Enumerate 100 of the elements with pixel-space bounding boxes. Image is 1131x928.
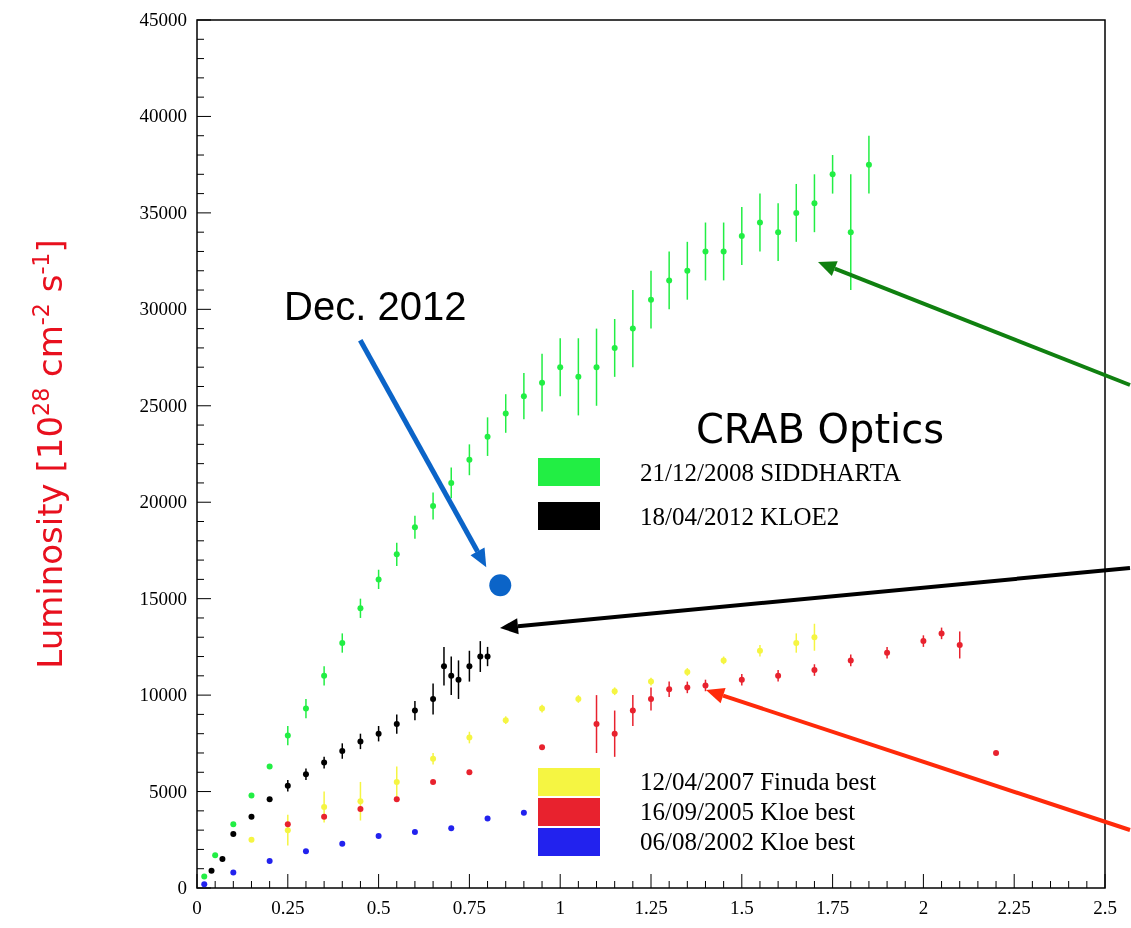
legend-label: 12/04/2007 Finuda best <box>640 768 877 795</box>
point <box>466 769 473 776</box>
point <box>847 229 854 236</box>
point <box>339 748 346 755</box>
point <box>593 721 600 728</box>
point <box>219 856 226 863</box>
point <box>357 798 364 805</box>
point <box>302 705 309 712</box>
point <box>448 672 455 679</box>
x-tick-label: 1 <box>555 897 565 918</box>
point <box>484 433 491 440</box>
point <box>339 840 346 847</box>
annotation: Dec. 2012 <box>284 284 467 329</box>
x-tick-label: 0 <box>192 897 202 918</box>
y-tick-label: 5000 <box>149 780 187 802</box>
point <box>611 344 618 351</box>
point <box>393 551 400 558</box>
x-tick-label: 2.25 <box>997 897 1031 918</box>
y-tick-label: 10000 <box>139 684 187 706</box>
point <box>321 759 328 766</box>
point <box>829 171 836 178</box>
y-tick-label: 25000 <box>139 394 187 416</box>
point <box>648 296 654 303</box>
point <box>430 503 437 510</box>
point <box>738 233 745 240</box>
x-tick-label: 0.5 <box>366 897 391 918</box>
point <box>520 393 527 400</box>
point <box>920 638 927 645</box>
point <box>956 641 963 648</box>
point <box>775 672 782 679</box>
point <box>266 796 273 803</box>
legend-label: 18/04/2012 KLOE2 <box>640 503 840 530</box>
point <box>539 379 546 386</box>
point <box>266 858 273 864</box>
legend-label: 16/09/2005 Kloe best <box>640 798 856 825</box>
point <box>756 219 763 226</box>
point <box>793 209 800 216</box>
point <box>520 809 527 816</box>
y-tick-label: 20000 <box>139 491 187 513</box>
point <box>411 707 418 714</box>
point <box>248 792 255 799</box>
point <box>375 730 382 737</box>
point <box>230 869 237 876</box>
legend-label: 06/08/2002 Kloe best <box>640 828 856 855</box>
point <box>702 682 709 689</box>
point <box>720 248 727 255</box>
point <box>684 267 691 274</box>
point <box>466 734 473 741</box>
point <box>938 630 945 637</box>
point <box>539 744 546 751</box>
point <box>266 763 273 770</box>
point <box>375 832 382 839</box>
y-tick-label: 35000 <box>139 201 187 223</box>
point <box>430 755 437 762</box>
point <box>666 686 673 693</box>
point <box>702 248 709 255</box>
point <box>321 672 328 679</box>
y-tick-label: 0 <box>177 877 187 898</box>
point <box>411 524 418 531</box>
point <box>248 813 255 820</box>
point <box>393 721 400 728</box>
point <box>629 325 636 332</box>
x-tick-label: 2 <box>918 897 929 918</box>
point <box>466 456 473 463</box>
point <box>212 852 219 859</box>
legend-label: 21/12/2008 SIDDHARTA <box>640 459 902 486</box>
point <box>811 200 818 207</box>
point <box>489 574 512 597</box>
point <box>884 649 891 656</box>
point <box>208 867 215 874</box>
point <box>455 676 462 683</box>
y-tick-label: 40000 <box>139 105 187 127</box>
point <box>684 684 691 691</box>
point <box>440 663 447 670</box>
point <box>357 738 364 745</box>
point <box>357 605 364 612</box>
point <box>738 676 745 683</box>
point <box>302 848 309 855</box>
point <box>284 827 291 834</box>
point <box>557 364 564 371</box>
point <box>430 778 437 785</box>
point <box>375 576 382 583</box>
point <box>611 730 618 737</box>
point <box>575 373 582 380</box>
x-tick-label: 2.5 <box>1093 897 1117 918</box>
point <box>201 873 208 880</box>
point <box>430 695 437 702</box>
y-tick-label: 30000 <box>139 298 187 320</box>
x-tick-label: 1.75 <box>815 897 850 918</box>
point <box>466 663 473 670</box>
point <box>484 815 491 822</box>
point <box>248 836 255 843</box>
point <box>284 732 291 739</box>
point <box>865 161 872 168</box>
y-tick-label: 45000 <box>139 9 187 30</box>
x-tick-label: 0.25 <box>271 897 305 918</box>
x-tick-label: 1.5 <box>729 897 754 918</box>
point <box>993 749 1000 756</box>
point <box>793 640 800 647</box>
point <box>393 796 400 803</box>
